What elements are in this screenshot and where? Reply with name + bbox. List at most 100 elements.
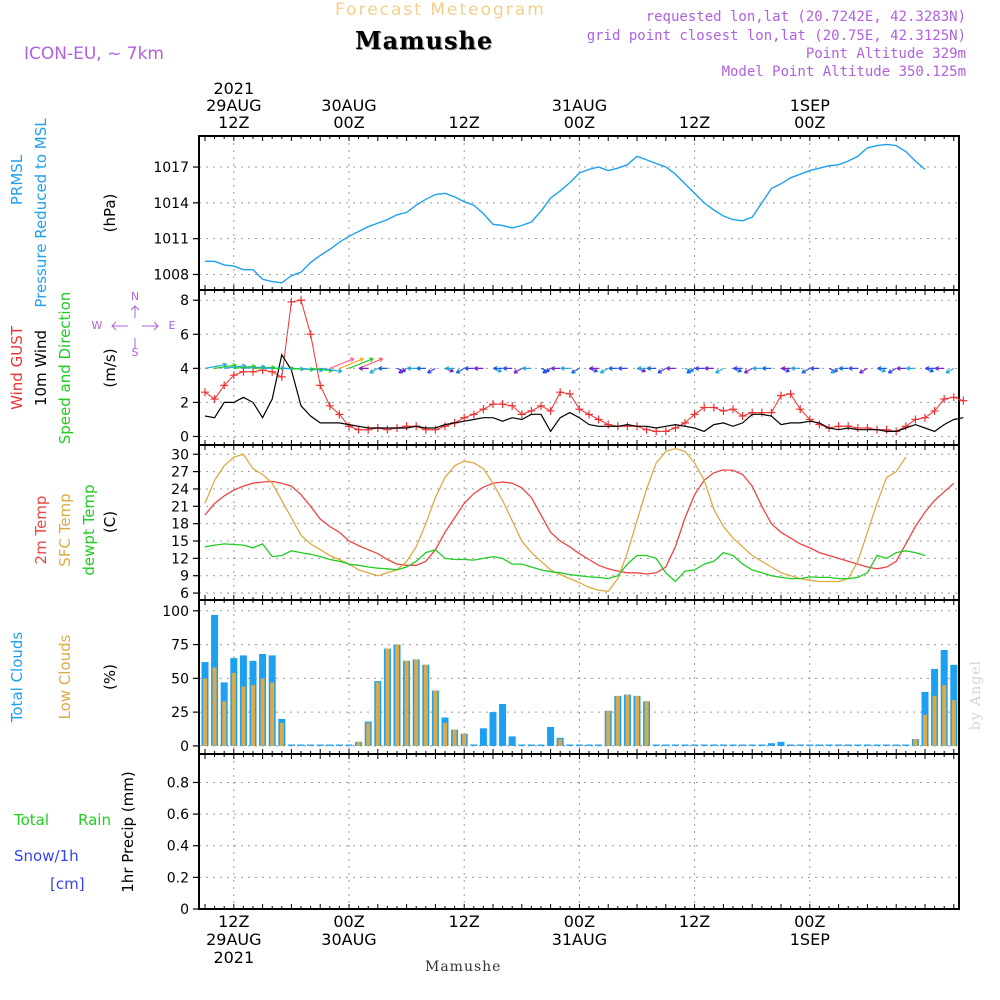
wind-direction-arrow xyxy=(657,367,667,374)
wind-direction-arrow xyxy=(358,365,369,371)
wind-direction-arrow xyxy=(781,365,791,371)
wind-direction-arrow xyxy=(589,365,599,371)
y-axis-label: (hPa) xyxy=(101,194,119,233)
gust-marker xyxy=(498,400,507,409)
wind-direction-arrow xyxy=(406,365,417,371)
top-time-label: 29AUG xyxy=(206,96,261,115)
wind-direction-arrow xyxy=(666,365,676,371)
gust-marker xyxy=(930,406,939,415)
top-time-label: 30AUG xyxy=(321,96,376,115)
gust-marker xyxy=(527,406,536,415)
low-cloud-bar xyxy=(913,739,918,746)
wind-direction-arrow xyxy=(790,365,801,371)
gust-marker xyxy=(805,415,814,424)
bottom-time-label: 12Z xyxy=(679,912,710,931)
y-tick-label: 75 xyxy=(171,638,189,654)
gust-marker xyxy=(316,381,325,390)
gust-line xyxy=(204,299,964,432)
side-label-gust: Wind GUST xyxy=(8,325,26,410)
panel-3 xyxy=(193,444,960,601)
y-axis-label: (%) xyxy=(101,664,119,690)
wind-direction-arrow xyxy=(599,367,609,374)
low-cloud-bar xyxy=(212,667,217,746)
wind-direction-arrow xyxy=(493,365,503,371)
gust-marker xyxy=(786,389,795,398)
gust-marker xyxy=(469,410,478,419)
low-cloud-bar xyxy=(356,741,361,746)
wind-direction-arrow xyxy=(320,367,343,374)
y-tick-label: 9 xyxy=(180,569,189,585)
footer-station-name: Mamushe xyxy=(425,959,502,975)
wind-direction-arrow xyxy=(513,367,523,374)
total-cloud-bar xyxy=(767,743,775,746)
y-tick-label: 0 xyxy=(180,739,189,755)
compass-s: S xyxy=(132,346,139,359)
bottom-time-label: 00Z xyxy=(564,912,595,931)
total-cloud-bar xyxy=(835,744,843,746)
gust-marker xyxy=(479,405,488,414)
total-cloud-bar xyxy=(777,741,785,746)
low-cloud-bar xyxy=(462,733,467,746)
total-cloud-bar xyxy=(652,744,660,746)
wind-direction-arrow xyxy=(830,367,839,374)
wind-direction-arrow xyxy=(743,367,753,374)
wind-direction-arrow xyxy=(464,365,474,371)
total-cloud-bar xyxy=(662,744,670,746)
gust-marker xyxy=(239,367,248,376)
top-time-label: 12Z xyxy=(218,113,249,132)
side-label-pressure: Pressure Reduced to MSL xyxy=(32,118,50,308)
y-tick-label: 1014 xyxy=(153,196,189,212)
total-cloud-bar xyxy=(527,744,535,746)
low-cloud-bar xyxy=(203,678,207,746)
wind-direction-arrow xyxy=(348,357,374,369)
low-cloud-bar xyxy=(222,701,227,746)
compass-arrows xyxy=(111,305,159,348)
y-tick-label: 6 xyxy=(180,327,189,343)
gust-marker xyxy=(201,388,209,397)
side-label-prmsl: PRMSL xyxy=(8,154,26,205)
gust-marker xyxy=(834,422,843,431)
gust-marker xyxy=(729,405,737,414)
dewpt-line xyxy=(204,543,926,583)
gust-marker xyxy=(277,372,286,381)
total-cloud-bar xyxy=(316,744,324,746)
bottom-time-label: 12Z xyxy=(449,912,480,931)
low-cloud-bar xyxy=(231,672,236,746)
wind-line xyxy=(204,353,964,433)
gust-marker xyxy=(844,422,853,431)
total-cloud-bar xyxy=(537,744,545,746)
gust-marker xyxy=(335,410,344,419)
wind-direction-arrow xyxy=(571,367,580,374)
wind-direction-arrow xyxy=(877,365,887,371)
total-cloud-bar xyxy=(287,744,295,746)
side-label-total: Total xyxy=(13,811,49,829)
wind-direction-arrow xyxy=(474,365,484,371)
bottom-time-label: 2021 xyxy=(213,948,254,967)
y-tick-label: 6 xyxy=(180,586,189,602)
gust-marker xyxy=(325,401,334,410)
grid-point-location: grid point closest lon,lat (20.75E, 42.3… xyxy=(586,28,966,44)
gust-marker xyxy=(431,425,440,434)
gust-marker xyxy=(556,388,565,397)
total-cloud-bar xyxy=(729,744,737,746)
y-axis-label: (C) xyxy=(101,511,119,533)
low-cloud-bar xyxy=(625,694,630,746)
total-cloud-bar xyxy=(479,728,487,746)
side-label-direction: Speed and Direction xyxy=(56,292,74,445)
total-cloud-bar xyxy=(825,744,833,746)
low-cloud-bar xyxy=(375,682,380,746)
total-cloud-bar xyxy=(873,744,881,746)
gust-marker xyxy=(681,418,689,427)
wind-direction-arrow xyxy=(427,367,436,374)
gust-marker xyxy=(546,406,555,415)
gust-marker xyxy=(229,371,238,380)
bottom-time-label: 31AUG xyxy=(552,930,607,949)
gust-marker xyxy=(421,425,430,434)
y-tick-label: 21 xyxy=(171,499,189,515)
low-cloud-bar xyxy=(270,682,275,746)
low-cloud-bar xyxy=(260,678,265,746)
gust-marker xyxy=(287,297,296,306)
wind-direction-arrow xyxy=(733,365,743,371)
gust-marker xyxy=(959,396,968,405)
